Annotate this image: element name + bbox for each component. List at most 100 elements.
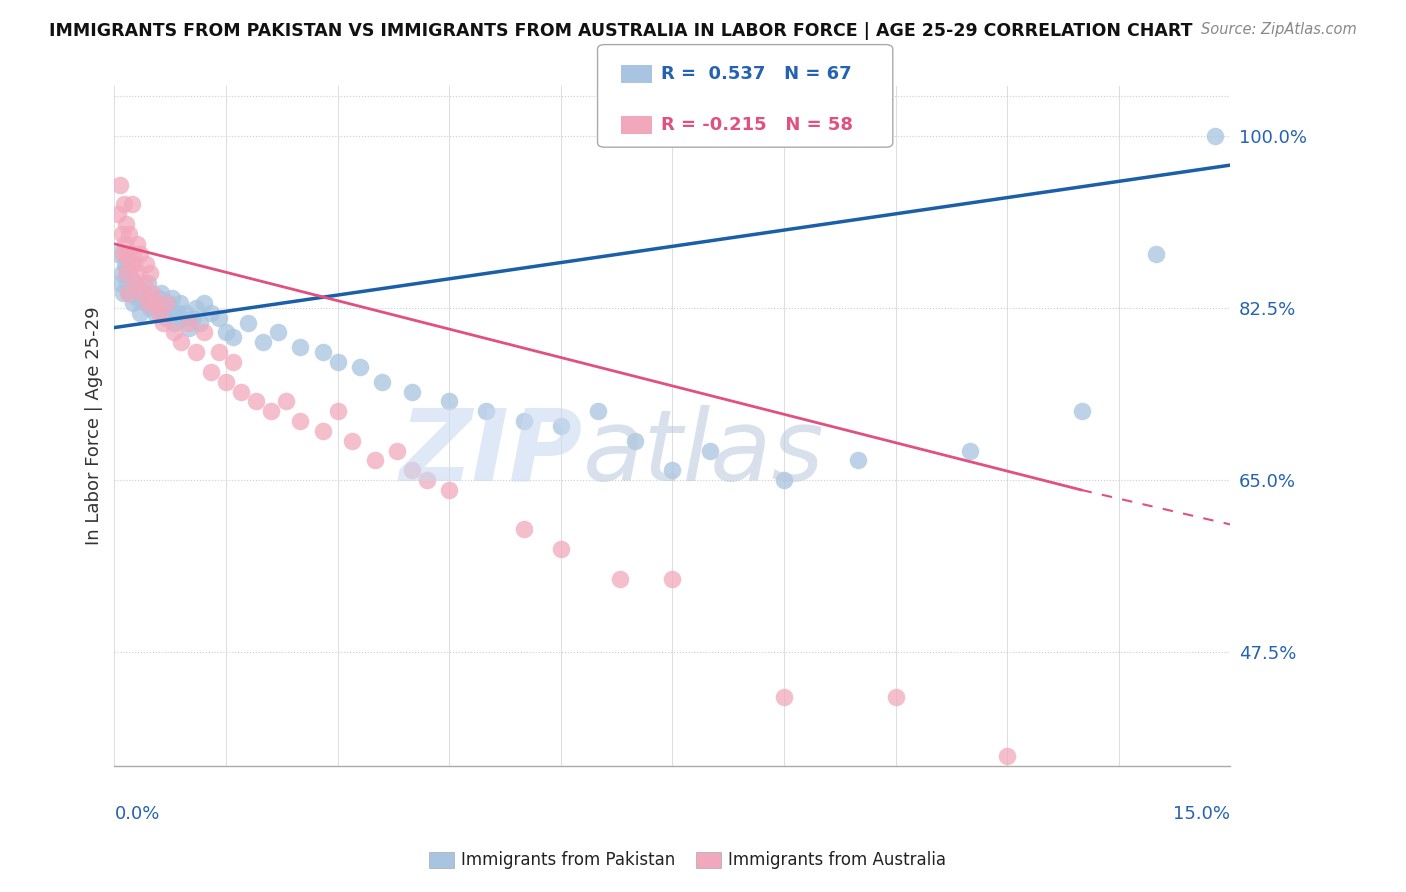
Point	[312, 424, 335, 438]
Point	[364, 453, 387, 467]
Point	[229, 384, 252, 399]
Point	[186, 345, 208, 359]
Text: atlas: atlas	[583, 405, 825, 501]
Point	[136, 277, 159, 291]
Point	[141, 296, 163, 310]
Point	[200, 306, 222, 320]
Point	[699, 443, 721, 458]
Point	[155, 310, 177, 325]
Point	[586, 404, 609, 418]
Point	[437, 483, 460, 497]
Point	[152, 306, 174, 320]
Point	[131, 291, 153, 305]
Point	[401, 384, 423, 399]
Point	[188, 316, 211, 330]
Point	[120, 271, 142, 285]
Point	[169, 296, 191, 310]
Point	[156, 296, 179, 310]
Point	[550, 419, 572, 434]
Point	[385, 443, 408, 458]
Point	[186, 301, 208, 315]
Point	[177, 316, 200, 330]
Point	[118, 227, 141, 241]
Point	[135, 296, 157, 310]
Point	[139, 301, 162, 315]
Point	[125, 291, 148, 305]
Text: Immigrants from Pakistan: Immigrants from Pakistan	[461, 851, 675, 869]
Text: 0.0%: 0.0%	[114, 805, 160, 823]
Text: Immigrants from Australia: Immigrants from Australia	[728, 851, 946, 869]
Point	[124, 277, 146, 291]
Point	[112, 246, 135, 260]
Point	[170, 335, 193, 350]
Point	[111, 267, 134, 281]
Point	[136, 296, 159, 310]
Point	[312, 345, 335, 359]
Point	[846, 453, 869, 467]
Point	[773, 690, 796, 704]
Point	[252, 335, 274, 350]
Text: 15.0%: 15.0%	[1173, 805, 1230, 823]
Point	[115, 277, 138, 291]
Point	[159, 306, 181, 320]
Point	[107, 207, 129, 221]
Point	[148, 306, 170, 320]
Point	[959, 443, 981, 458]
Point	[110, 277, 132, 291]
Point	[121, 197, 143, 211]
Point	[112, 197, 135, 211]
Point	[222, 330, 245, 344]
Point	[170, 310, 193, 325]
Text: IMMIGRANTS FROM PAKISTAN VS IMMIGRANTS FROM AUSTRALIA IN LABOR FORCE | AGE 25-29: IMMIGRANTS FROM PAKISTAN VS IMMIGRANTS F…	[49, 22, 1192, 40]
Point	[124, 256, 146, 270]
Point	[117, 267, 139, 281]
Point	[550, 542, 572, 557]
Point	[193, 326, 215, 340]
Point	[661, 463, 683, 477]
Point	[163, 326, 186, 340]
Point	[155, 296, 177, 310]
Point	[143, 296, 166, 310]
Point	[215, 375, 238, 389]
Point	[207, 345, 229, 359]
Point	[124, 277, 146, 291]
Point	[112, 286, 135, 301]
Point	[349, 359, 371, 374]
Point	[215, 326, 238, 340]
Point	[290, 414, 312, 428]
Point	[122, 246, 145, 260]
Point	[222, 355, 245, 369]
Point	[290, 340, 312, 354]
Point	[114, 236, 136, 251]
Point	[127, 281, 149, 295]
Point	[238, 316, 260, 330]
Point	[149, 286, 172, 301]
Y-axis label: In Labor Force | Age 25-29: In Labor Force | Age 25-29	[86, 307, 103, 545]
Point	[773, 473, 796, 487]
Point	[200, 365, 222, 379]
Point	[512, 414, 534, 428]
Point	[326, 404, 349, 418]
Point	[118, 286, 141, 301]
Point	[177, 320, 200, 334]
Point	[134, 286, 156, 301]
Point	[181, 310, 204, 325]
Point	[122, 296, 145, 310]
Point	[884, 690, 907, 704]
Point	[267, 326, 290, 340]
Point	[110, 178, 132, 192]
Point	[1144, 246, 1167, 260]
Point	[326, 355, 349, 369]
Point	[115, 267, 138, 281]
Point	[512, 522, 534, 536]
Point	[166, 306, 188, 320]
Point	[143, 306, 166, 320]
Point	[114, 261, 136, 276]
Point	[475, 404, 498, 418]
Point	[174, 306, 197, 320]
Point	[124, 286, 146, 301]
Point	[259, 404, 281, 418]
Text: ZIP: ZIP	[401, 405, 583, 501]
Point	[107, 246, 129, 260]
Point	[274, 394, 297, 409]
